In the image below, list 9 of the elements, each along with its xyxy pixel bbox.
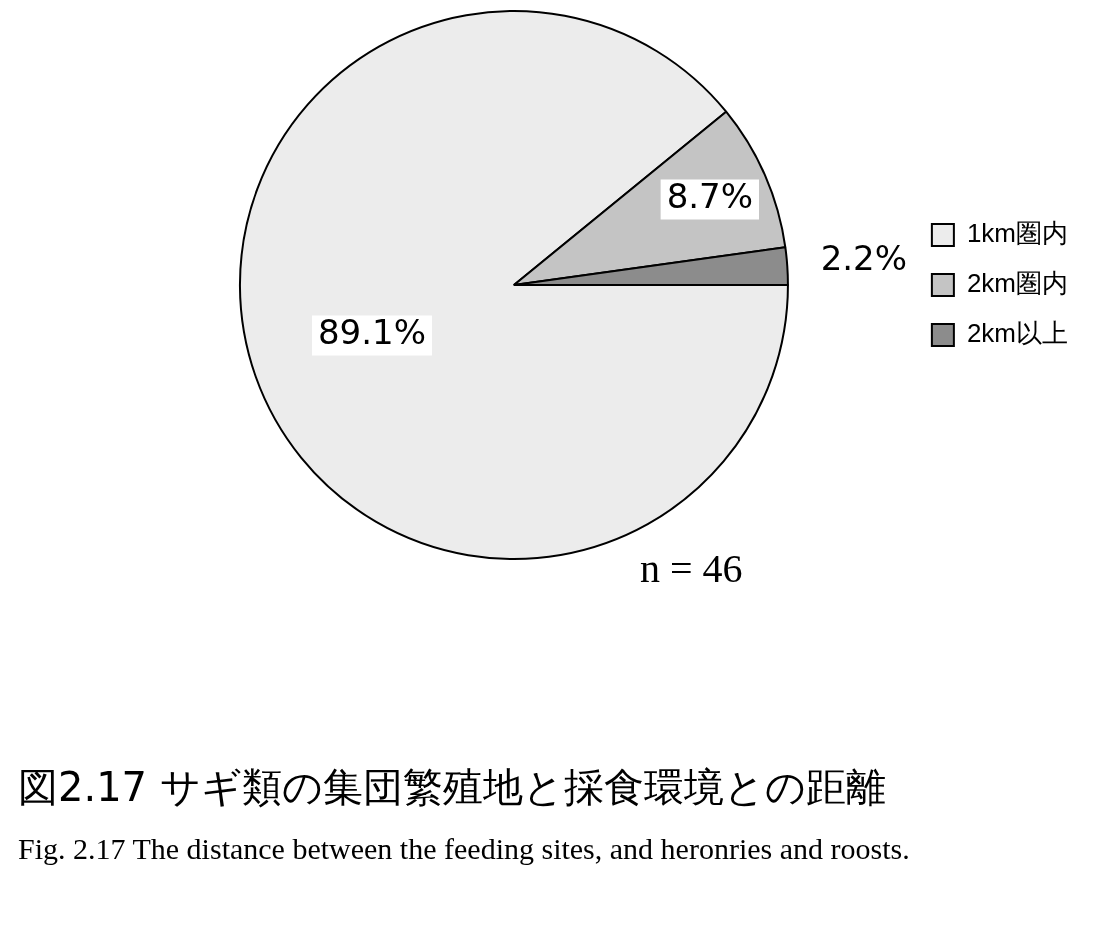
legend-label: 2km以上 [966,318,1069,349]
data-label: 2.2% [820,237,908,278]
text: 図2.17 サギ類の集団繁殖地と採食環境との距離 [18,763,886,812]
legend-label: 1km圏内 [966,218,1069,249]
data-label: 8.7% [666,176,754,217]
text: Fig. 2.17 The distance between the feeding sites, and heronries and roosts. [18,831,911,867]
legend-label: 2km圏内 [966,268,1069,299]
text: n = 46 [640,545,743,592]
data-label: 89.1% [317,312,426,353]
